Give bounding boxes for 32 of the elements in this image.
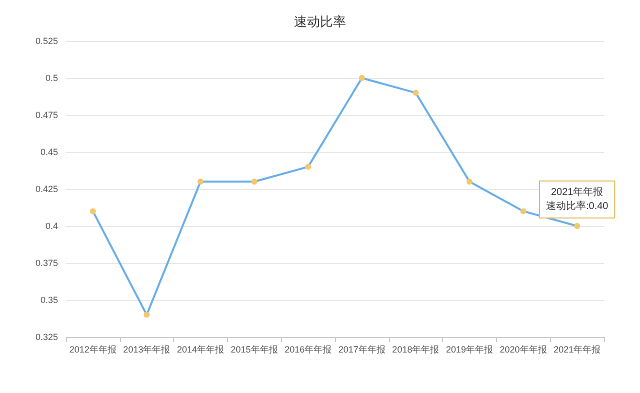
point bbox=[574, 223, 580, 229]
x-tick-label: 2012年年报 bbox=[69, 344, 116, 354]
point bbox=[466, 178, 472, 185]
y-tick-label: 0.375 bbox=[35, 258, 58, 268]
x-tick-label: 2014年年报 bbox=[176, 344, 224, 354]
x-tick-label: 2018年年报 bbox=[392, 344, 440, 354]
y-tick-label: 0.525 bbox=[35, 36, 58, 46]
y-tick-label: 0.45 bbox=[40, 147, 58, 157]
x-tick-label: 2017年年报 bbox=[338, 344, 386, 354]
annotation: 速动比率:0.40 bbox=[546, 200, 609, 212]
y-tick-label: 0.425 bbox=[35, 184, 58, 194]
x-tick-label: 2016年年报 bbox=[284, 344, 332, 354]
y-tick-label: 0.325 bbox=[35, 332, 58, 342]
point bbox=[358, 75, 365, 81]
point bbox=[305, 164, 312, 170]
point bbox=[144, 312, 150, 318]
x-tick-label: 2015年年报 bbox=[230, 344, 278, 354]
point bbox=[251, 178, 258, 185]
chart-title: 速动比率 bbox=[294, 14, 346, 29]
y-tick-label: 0.4 bbox=[45, 221, 58, 231]
annotation: 2021年年报 bbox=[550, 186, 604, 198]
point bbox=[90, 208, 96, 214]
y-tick-label: 0.35 bbox=[40, 295, 58, 305]
x-tick-label: 2019年年报 bbox=[446, 344, 494, 354]
point bbox=[412, 90, 419, 96]
point bbox=[198, 178, 204, 185]
y-tick-label: 0.5 bbox=[45, 73, 58, 83]
x-tick-label: 2020年年报 bbox=[500, 344, 547, 354]
x-tick-label: 2013年年报 bbox=[123, 344, 170, 354]
point bbox=[520, 208, 526, 214]
y-tick-label: 0.475 bbox=[35, 110, 58, 120]
x-tick-label: 2021年年报 bbox=[554, 344, 601, 354]
